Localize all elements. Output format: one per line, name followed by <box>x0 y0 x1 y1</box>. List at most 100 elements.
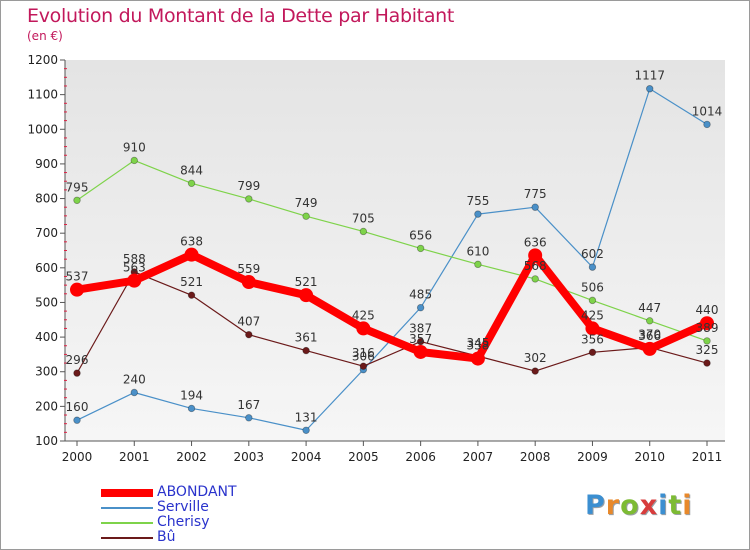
data-label-b: 361 <box>295 331 318 345</box>
data-label-b: 521 <box>180 275 203 289</box>
y-tick-label: 200 <box>35 399 58 413</box>
x-tick-label: 2001 <box>119 450 150 464</box>
data-label-cherisy: 795 <box>66 180 89 194</box>
data-point-abondant <box>299 288 314 303</box>
data-label-b: 588 <box>123 252 146 266</box>
legend-label-serville: Serville <box>157 499 209 515</box>
axes: 100 200 300 400 500 600 700 800 900 1000 1100 1200 2… <box>27 53 725 464</box>
legend-swatch-abondant <box>101 489 153 497</box>
data-label-abondant: 559 <box>237 262 260 276</box>
series-line-b <box>76 271 708 374</box>
data-label-abondant: 638 <box>180 235 203 249</box>
data-label-abondant: 521 <box>295 275 318 289</box>
data-point-serville <box>187 404 196 413</box>
y-tick-label: 400 <box>35 330 58 344</box>
data-point-abondant <box>528 248 543 263</box>
data-label-b: 325 <box>696 343 719 357</box>
data-point-cherisy <box>245 195 253 203</box>
data-point-serville <box>646 85 654 93</box>
data-point-b <box>588 348 597 357</box>
data-point-cherisy <box>531 275 539 283</box>
series-line-cherisy <box>76 159 708 342</box>
data-label-cherisy: 610 <box>466 244 489 258</box>
data-label-cherisy: 705 <box>352 211 375 225</box>
data-label-b: 345 <box>466 336 489 350</box>
y-tick-label: 1000 <box>27 122 58 136</box>
data-point-cherisy <box>703 337 711 345</box>
data-label-abondant: 425 <box>352 308 375 322</box>
data-label-cherisy: 799 <box>237 179 260 193</box>
series-line-abondant <box>73 250 711 363</box>
data-label-b: 407 <box>237 315 260 329</box>
data-label-abondant: 425 <box>581 308 604 322</box>
data-label-cherisy: 656 <box>409 228 432 242</box>
data-point-b <box>416 337 425 346</box>
data-point-serville <box>416 303 425 312</box>
x-tick-label: 2008 <box>520 450 551 464</box>
data-label-serville: 775 <box>524 187 547 201</box>
series-lines <box>70 85 714 434</box>
data-point-abondant <box>241 275 256 290</box>
x-tick-label: 2007 <box>463 450 494 464</box>
y-tick-label: 900 <box>35 157 58 171</box>
y-tick-label: 1200 <box>27 53 58 67</box>
data-point-cherisy <box>130 156 138 165</box>
data-point-abondant <box>642 341 657 356</box>
data-label-serville: 602 <box>581 247 604 261</box>
data-label-serville: 240 <box>123 373 146 387</box>
data-point-cherisy <box>416 244 425 253</box>
legend-swatch-serville <box>101 507 153 509</box>
data-label-serville: 1117 <box>634 69 665 83</box>
data-point-cherisy <box>588 296 597 305</box>
data-point-b <box>245 330 253 339</box>
y-tick-label: 300 <box>35 365 58 379</box>
x-tick-label: 2009 <box>577 450 608 464</box>
logo-letter: o <box>620 490 640 521</box>
x-tick-label: 2006 <box>405 450 436 464</box>
data-label-abondant: 338 <box>466 339 489 353</box>
x-tick-label: 2003 <box>234 450 265 464</box>
chart-title: Evolution du Montant de la Dette par Hab… <box>27 5 455 27</box>
data-label-abondant: 366 <box>638 329 661 343</box>
y-tick-label: 800 <box>35 192 58 206</box>
series-labels: 537 563 638 559 521 425 357 338 636 425 366 440 160 2… <box>66 69 723 425</box>
data-label-cherisy: 749 <box>295 196 318 210</box>
data-point-serville <box>703 120 711 129</box>
data-point-cherisy <box>359 227 368 236</box>
data-label-serville: 1014 <box>692 104 723 118</box>
y-tick-label: 700 <box>35 226 58 240</box>
data-label-serville: 131 <box>295 410 318 424</box>
data-point-abondant <box>356 321 371 336</box>
data-label-cherisy: 506 <box>581 280 604 294</box>
data-label-serville: 160 <box>66 400 89 414</box>
logo-letter: P <box>585 490 606 521</box>
legend-swatch-bu <box>101 537 153 539</box>
data-point-b <box>531 367 539 375</box>
data-point-cherisy <box>646 317 654 325</box>
data-label-abondant: 563 <box>123 261 146 275</box>
data-point-cherisy <box>474 260 482 269</box>
legend-label-cherisy: Cherisy <box>157 514 210 530</box>
data-point-b <box>703 359 711 367</box>
logo-letter: r <box>605 490 621 521</box>
y-tick-label: 1100 <box>27 88 58 102</box>
proxiti-logo: Proxiti <box>585 490 693 521</box>
data-point-serville <box>130 388 138 397</box>
data-point-b <box>187 291 196 299</box>
data-label-abondant: 357 <box>409 332 432 346</box>
data-label-serville: 755 <box>466 194 489 208</box>
data-point-abondant <box>700 316 714 331</box>
data-point-serville <box>474 210 482 218</box>
data-label-serville: 194 <box>180 388 203 402</box>
legend-label-abondant: ABONDANT <box>157 484 237 500</box>
x-tick-label: 2005 <box>348 450 379 464</box>
chart-subtitle: (en €) <box>27 29 63 43</box>
data-label-b: 356 <box>581 332 604 346</box>
data-label-b: 387 <box>409 322 432 336</box>
data-point-cherisy <box>302 212 310 220</box>
data-point-serville <box>531 203 539 211</box>
data-label-cherisy: 568 <box>524 259 547 273</box>
data-label-abondant: 537 <box>66 270 89 284</box>
data-label-b: 296 <box>66 353 89 367</box>
